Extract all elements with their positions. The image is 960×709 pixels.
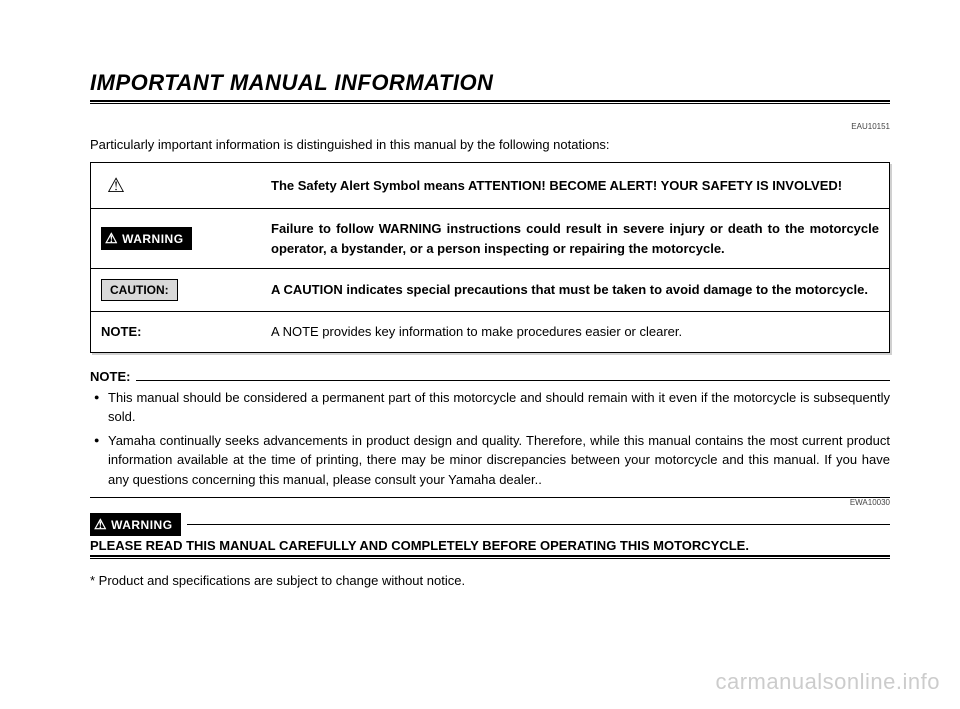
table-row: CAUTION: A CAUTION indicates special pre… xyxy=(91,269,889,312)
doc-code: EAU10151 xyxy=(90,122,890,131)
desc-cell: The Safety Alert Symbol means ATTENTION!… xyxy=(261,163,889,209)
intro-text: Particularly important information is di… xyxy=(90,137,890,152)
warning-icon: ⚠ xyxy=(94,516,107,533)
note-heading: NOTE: xyxy=(90,369,890,384)
note-heading-rule xyxy=(136,380,890,381)
footnote: * Product and specifications are subject… xyxy=(90,573,890,588)
warning-label: WARNING xyxy=(122,232,184,246)
watermark: carmanualsonline.info xyxy=(715,669,940,695)
warning-bottom-thin xyxy=(90,558,890,559)
caution-badge: CAUTION: xyxy=(101,279,178,301)
safety-alert-icon: ⚠ xyxy=(107,175,125,197)
warning-heading-rule xyxy=(187,524,890,525)
desc-cell: A CAUTION indicates special precautions … xyxy=(261,269,889,312)
note-heading-label: NOTE: xyxy=(90,369,130,384)
warning-icon: ⚠ xyxy=(105,230,118,247)
table-row: NOTE: A NOTE provides key information to… xyxy=(91,312,889,352)
warning-heading: ⚠ WARNING xyxy=(90,513,890,536)
symbol-cell-caution: CAUTION: xyxy=(91,269,261,312)
symbol-cell-warning: ⚠ WARNING xyxy=(91,209,261,269)
desc-cell: Failure to follow WARNING instructions c… xyxy=(261,209,889,269)
note-bullets: This manual should be considered a perma… xyxy=(90,388,890,490)
page-title: IMPORTANT MANUAL INFORMATION xyxy=(90,70,890,96)
table-row: ⚠ WARNING Failure to follow WARNING inst… xyxy=(91,209,889,269)
warning-bottom-thick xyxy=(90,555,890,557)
title-rule-thick xyxy=(90,100,890,102)
notations-table: ⚠ The Safety Alert Symbol means ATTENTIO… xyxy=(90,162,890,353)
manual-page: IMPORTANT MANUAL INFORMATION EAU10151 Pa… xyxy=(0,0,960,709)
warning-badge: ⚠ WARNING xyxy=(90,513,181,536)
list-item: This manual should be considered a perma… xyxy=(108,388,890,427)
warning-badge: ⚠ WARNING xyxy=(101,227,192,250)
list-item: Yamaha continually seeks advancements in… xyxy=(108,431,890,490)
note-badge: NOTE: xyxy=(101,324,141,339)
table-row: ⚠ The Safety Alert Symbol means ATTENTIO… xyxy=(91,163,889,209)
desc-cell: A NOTE provides key information to make … xyxy=(261,312,889,352)
warning-text: PLEASE READ THIS MANUAL CAREFULLY AND CO… xyxy=(90,538,890,553)
title-rule-thin xyxy=(90,103,890,104)
symbol-cell-note: NOTE: xyxy=(91,312,261,352)
symbol-cell-safety: ⚠ xyxy=(91,163,261,209)
warning-label: WARNING xyxy=(111,518,173,532)
warning-code: EWA10030 xyxy=(90,498,890,507)
